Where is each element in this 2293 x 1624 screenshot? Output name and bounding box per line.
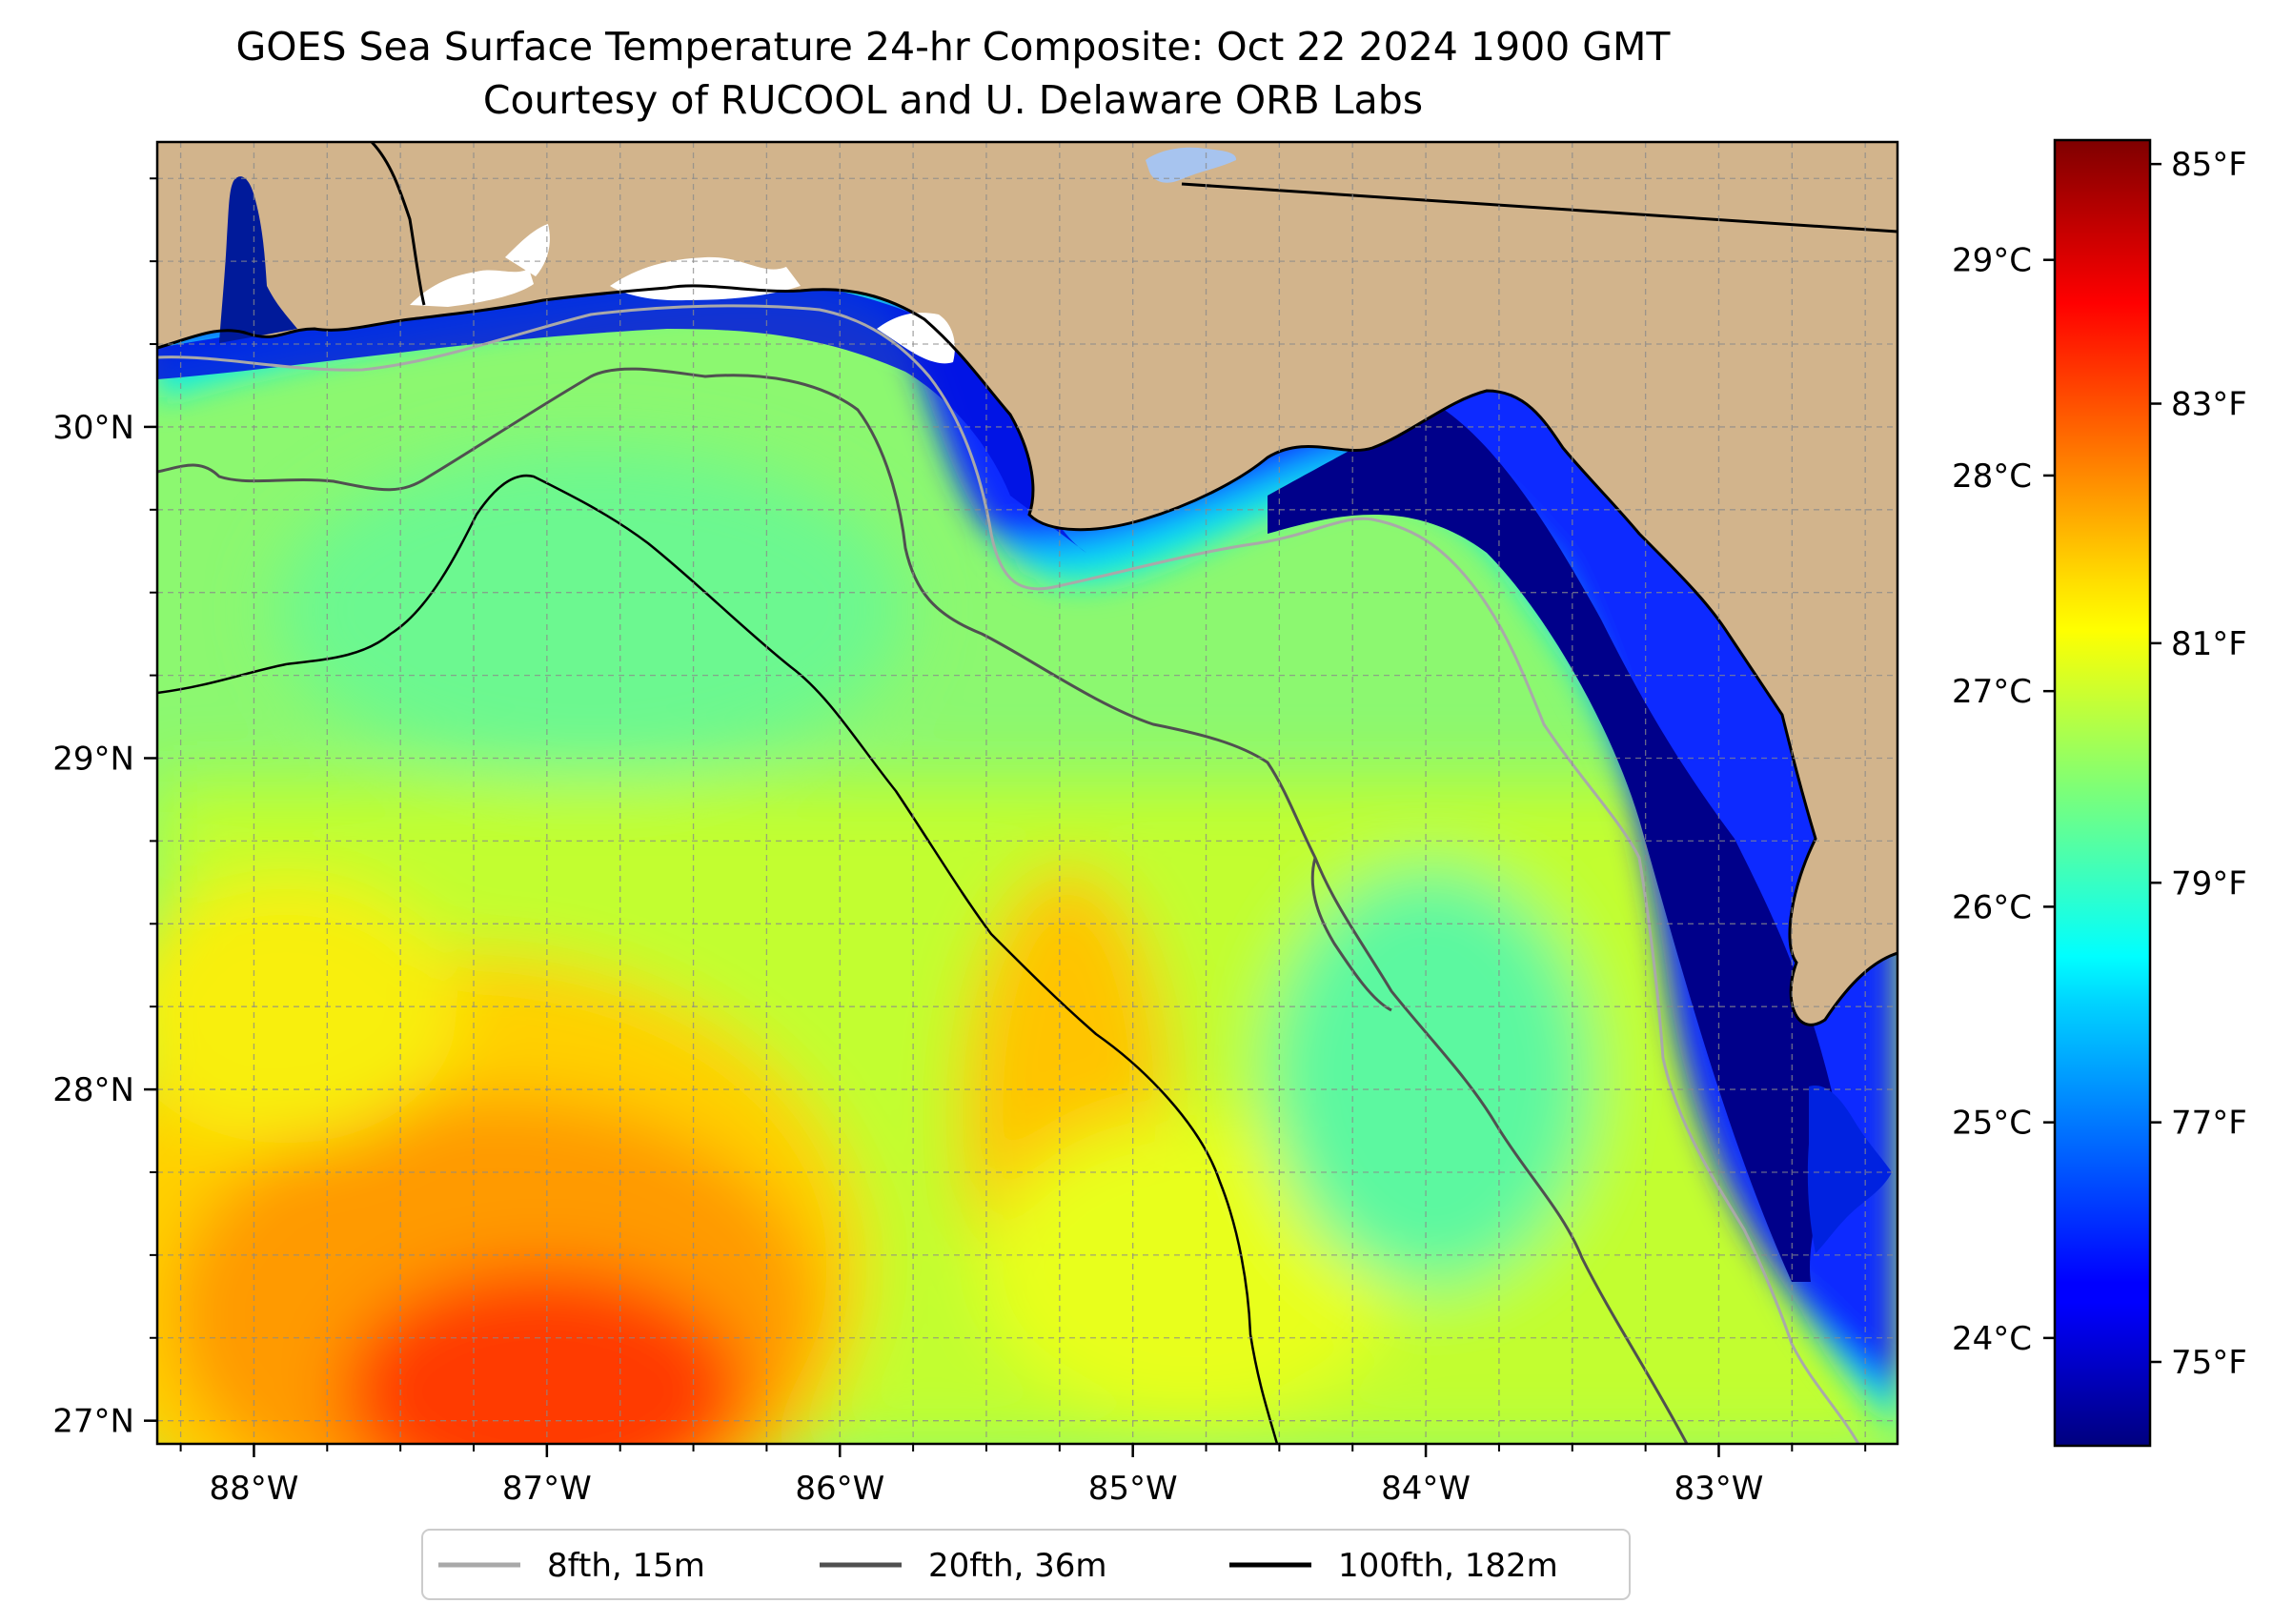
lon-tick-label: 88°W (209, 1470, 298, 1508)
lat-tick-label: 30°N (52, 409, 134, 447)
state-boundary (1181, 182, 1897, 233)
map-frame (155, 140, 1899, 1446)
colorbar-c-label: 27°C (1952, 673, 2032, 711)
colorbar-ticks: 75°F 77°F 79°F 81°F 83°F 85°F 24°C 25°C 26°C 27°C… (1952, 146, 2247, 1382)
coastline (157, 284, 1897, 1026)
lat-tick-label: 28°N (52, 1071, 134, 1109)
state-boundary-west (370, 142, 426, 306)
lat-tick-label: 29°N (52, 741, 134, 779)
lon-tick-label: 86°W (795, 1470, 884, 1508)
colorbar-gradient (2053, 138, 2152, 1448)
legend-box (421, 1529, 1631, 1600)
gridlines (157, 142, 1897, 1444)
map-panel (157, 142, 1897, 1444)
lon-tick-label: 83°W (1674, 1470, 1764, 1508)
colorbar-f-label: 77°F (2171, 1105, 2247, 1143)
lat-tick-label: 27°N (52, 1403, 134, 1441)
map-title: GOES Sea Surface Temperature 24-hr Compo… (235, 24, 1671, 70)
colorbar-c-label: 24°C (1952, 1320, 2032, 1358)
colorbar-c-label: 26°C (1952, 888, 2032, 926)
lon-tick-label: 85°W (1088, 1470, 1178, 1508)
lon-tick-label: 84°W (1381, 1470, 1471, 1508)
map-subtitle: Courtesy of RUCOOL and U. Delaware ORB L… (482, 77, 1424, 123)
colorbar-c-label: 29°C (1952, 242, 2032, 280)
colorbar-c-label: 28°C (1952, 457, 2032, 496)
isobath-legend: 8fth, 15m 20fth, 36m 100fth, 182m (421, 1529, 1631, 1600)
isobath-20fth (157, 367, 1689, 1444)
colorbar-f-label: 83°F (2171, 386, 2247, 424)
legend-label: 100fth, 182m (1338, 1547, 1558, 1585)
isobath-20fth-shoal (1310, 857, 1392, 1012)
colorbar-c-label: 25°C (1952, 1105, 2032, 1143)
colorbar-f-label: 81°F (2171, 625, 2247, 663)
colorbar-f-label: 85°F (2171, 146, 2247, 184)
colorbar-f-label: 79°F (2171, 864, 2247, 903)
legend-entries: 8fth, 15m 20fth, 36m 100fth, 182m (438, 1547, 1558, 1585)
lon-tick-label: 87°W (502, 1470, 592, 1508)
isobath-100fth (157, 474, 1279, 1444)
legend-label: 20fth, 36m (928, 1547, 1107, 1585)
legend-label: 8fth, 15m (547, 1547, 705, 1585)
colorbar-f-label: 75°F (2171, 1344, 2247, 1382)
sst-field (157, 142, 1897, 1444)
map-axes: 88°W 87°W 86°W 85°W 84°W 83°W 27°N 28°N 29°N 30°N (52, 177, 1867, 1508)
isobath-8fth (157, 304, 1860, 1444)
colorbar: 75°F 77°F 79°F 81°F 83°F 85°F 24°C 25°C 26°C 27°C… (1952, 138, 2247, 1448)
